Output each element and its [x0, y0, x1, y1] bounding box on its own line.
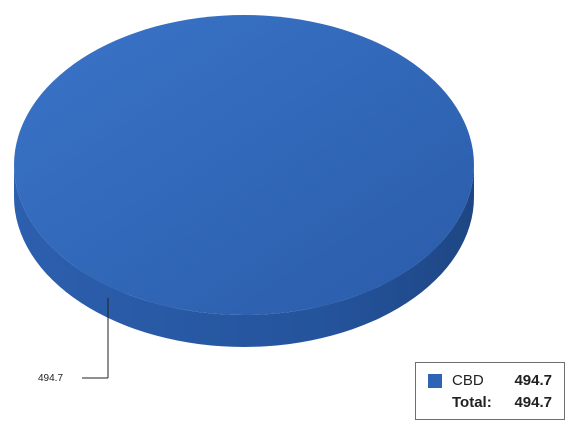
legend-total-value: 494.7 — [514, 394, 552, 411]
legend-item-cbd: CBD 494.7 — [416, 370, 564, 392]
pie-slices — [14, 15, 474, 347]
legend-label-cbd: CBD — [452, 372, 484, 389]
legend-swatch-cbd — [428, 374, 442, 388]
pie-slice-side-cbd — [14, 165, 474, 347]
legend-total-row: Total: 494.7 — [416, 392, 564, 414]
legend-total-label: Total: — [452, 394, 492, 411]
data-label-cbd: 494.7 — [38, 373, 63, 384]
pie-slice-cbd — [14, 15, 474, 315]
legend-value-cbd: 494.7 — [514, 372, 552, 389]
legend: CBD 494.7 Total: 494.7 — [415, 362, 565, 420]
